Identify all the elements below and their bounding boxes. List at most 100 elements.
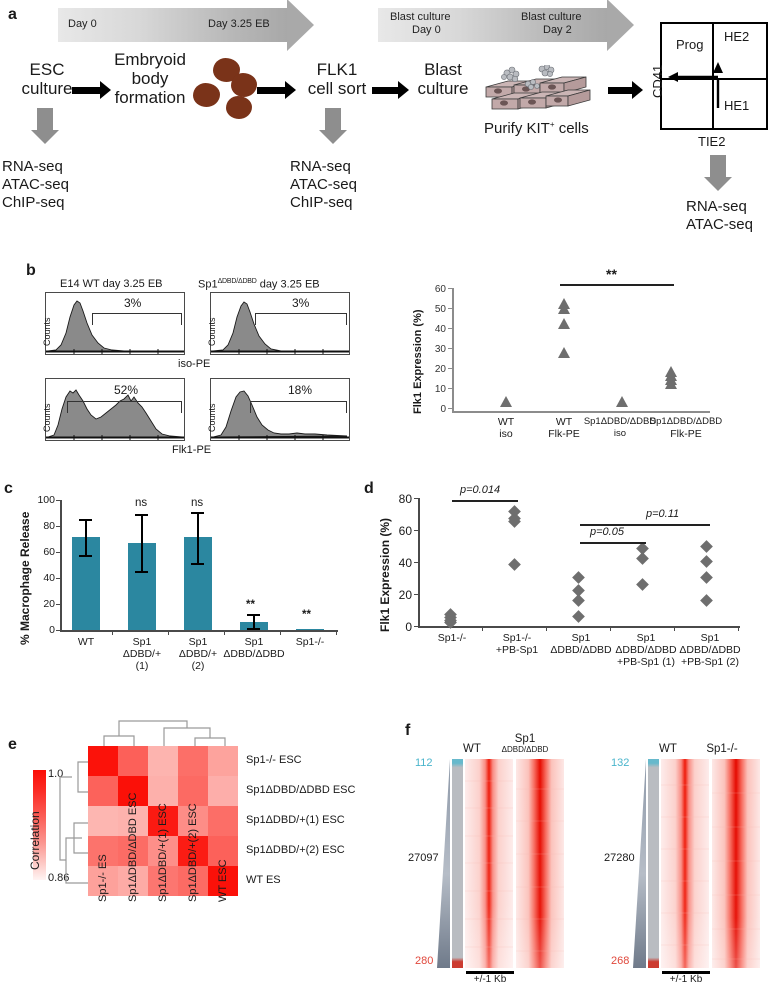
panel-c-letter: c — [4, 480, 13, 497]
hm-cell-1-1 — [118, 776, 148, 806]
histogram-wt-iso — [45, 292, 185, 355]
d-xcat-pbsp1: Sp1-/- +PB-Sp1 — [488, 632, 546, 656]
hist-row1-x-label: iso-PE — [178, 358, 211, 370]
panel-d-letter: d — [364, 480, 374, 497]
hm-cell-1-3 — [178, 776, 208, 806]
errcap-wt-top — [79, 519, 92, 521]
d-xcat-rescue1-l1: Sp1 — [636, 632, 656, 644]
hm-row-label-3: Sp1ΔDBD/+(2) ESC — [246, 844, 345, 856]
hm-col-label-2: Sp1ΔDBD/+(1) ESC — [157, 803, 169, 902]
hist-mutant-iso-gate — [255, 313, 347, 325]
c-xcat-dbd2: Sp1 ΔDBD/+ (2) — [169, 636, 227, 672]
errbar-dbddbd — [253, 614, 255, 629]
hm-row-label-0: Sp1-/- ESC — [246, 754, 302, 766]
hm-cell-3-4 — [208, 836, 238, 866]
f2-heatmap-null — [712, 759, 760, 968]
panel-b: b E14 WT day 3.25 EB Sp1ΔDBD/ΔDBD day 3.… — [0, 258, 776, 470]
panel-b-scatter-y-label: Flk1 Expression (%) — [412, 309, 424, 414]
hist-title-mutant-main: Sp1 — [198, 278, 218, 291]
panel-b-x-axis — [452, 411, 710, 413]
d-xcat-rescue2-l2: ΔDBD/ΔDBD — [679, 644, 741, 656]
hm-cell-3-0 — [88, 836, 118, 866]
c-xcat-dbddbd: Sp1 ΔDBD/ΔDBD — [222, 636, 286, 660]
step-eb-line1: Embryoid — [114, 50, 186, 69]
c-xcat-dbd2-l3: (2) — [191, 660, 205, 672]
assay-esc-1: ATAC-seq — [2, 176, 69, 193]
errbar-sp1-dbd-2 — [197, 512, 199, 564]
panel-f-letter: f — [405, 722, 411, 739]
panel-a-letter: a — [8, 6, 17, 23]
row-dendrogram — [59, 761, 90, 884]
timeline2-right-label-line1: Blast culture — [521, 11, 582, 23]
d-xcat-rescue1-l3: +PB-Sp1 (1) — [616, 656, 676, 668]
pval-label-005: p=0.05 — [590, 526, 624, 538]
step-esc: ESC culture — [8, 60, 86, 98]
panel-b-y-axis — [452, 288, 454, 412]
panel-c: c % Macrophage Release 100 80 60 40 20 0… — [0, 470, 370, 700]
hm-col-label-3: Sp1ΔDBD/+(2) ESC — [187, 803, 199, 902]
hist-wt-iso-gate — [92, 313, 182, 325]
colorbar-label: Correlation — [28, 811, 42, 870]
ytick-50: 50 — [434, 304, 446, 315]
ytick-0: 0 — [440, 404, 446, 415]
xcat-wt-flk: WT Flk-PE — [538, 416, 590, 440]
panel-b-scatter: Flk1 Expression (%) 60 50 40 30 20 10 0 … — [400, 266, 770, 466]
errcap-dbd2-bot — [191, 563, 204, 565]
panel-a: a Day 0 Day 3.25 EB Blast culture Day 0 … — [0, 0, 776, 258]
f2-heatmap-wt — [661, 759, 709, 968]
xcat-wt-iso-l2: iso — [499, 428, 513, 440]
timeline1-right-label: Day 3.25 EB — [208, 18, 270, 30]
facs-label-he1: HE1 — [724, 98, 750, 113]
f2-top-value: 132 — [611, 757, 630, 769]
d-point-pbsp1-4 — [508, 558, 521, 571]
data-point-wt-iso — [500, 396, 512, 407]
panel-c-y-label: % Macrophage Release — [18, 511, 32, 645]
d-xcat-rescue2-l1: Sp1 — [700, 632, 720, 644]
hm-cell-4-1 — [118, 866, 148, 896]
c-xcat-dbd1: Sp1 ΔDBD/+ (1) — [113, 636, 171, 672]
data-point-wt-flk-3 — [558, 318, 570, 329]
arrow-head — [607, 0, 634, 51]
embryoid-body-blob — [226, 96, 252, 119]
c-xcat-dbd2-l2: ΔDBD/+ — [178, 648, 218, 660]
facs-arrows — [668, 62, 723, 108]
d-xcat-rescue1-l2: ΔDBD/ΔDBD — [615, 644, 677, 656]
hist-row2-x-label: Flk1-PE — [172, 444, 212, 456]
f1-col0-label: WT — [463, 743, 481, 755]
panel-d-x-axis — [418, 626, 740, 628]
hm-cell-1-0 — [88, 776, 118, 806]
c-xcat-null: Sp1-/- — [286, 636, 334, 648]
d-ytick-60: 60 — [398, 524, 412, 538]
pval-label-014: p=0.014 — [460, 484, 501, 496]
purify-kit-label: Purify KIT+ cells — [484, 120, 589, 137]
assay-esc-2: ChIP-seq — [2, 194, 65, 211]
f1-scale-label: +/-1 Kb — [473, 974, 507, 985]
c-xcat-dbd1-l1: Sp1 — [132, 636, 152, 648]
hist-mutant-iso-y-label: Counts — [207, 317, 217, 346]
ytick-30: 30 — [434, 344, 446, 355]
d-ytick-40: 40 — [398, 556, 412, 570]
step-flk1-line2: cell sort — [307, 79, 367, 98]
d-point-rescue2-3 — [700, 571, 713, 584]
hist-wt-flk1-gate — [67, 401, 182, 413]
gray-arrow-esc — [31, 108, 59, 144]
d-point-rescue2-2 — [700, 555, 713, 568]
ns-label-1: ns — [135, 497, 148, 509]
panel-f: f WT Sp1 ΔDBD/ΔDBD 112 27097 280 — [395, 700, 776, 992]
step-flk1-sort: FLK1 cell sort — [295, 60, 379, 98]
d-point-rescue2-1 — [700, 540, 713, 553]
f2-scale-label: +/-1 Kb — [669, 974, 703, 985]
assay-esc-0: RNA-seq — [2, 158, 63, 175]
embryoid-body-blob — [231, 73, 257, 97]
hist-mutant-flk1-gate — [250, 401, 347, 413]
f2-col0-label: WT — [659, 743, 677, 755]
data-point-wt-flk-2 — [558, 303, 570, 314]
step-eb-line2: body — [131, 69, 169, 88]
hm-cell-0-0 — [88, 746, 118, 776]
c-ytick-80: 80 — [43, 520, 55, 532]
assays-flk1: RNA-seq ATAC-seq ChIP-seq — [290, 158, 357, 212]
hist-title-mutant-tail: day 3.25 EB — [256, 278, 320, 291]
d-xcat-pbsp1-l1: Sp1-/- — [502, 632, 532, 644]
hm-row-label-4: WT ES — [246, 874, 281, 886]
errcap-dbd1-top — [135, 514, 148, 516]
